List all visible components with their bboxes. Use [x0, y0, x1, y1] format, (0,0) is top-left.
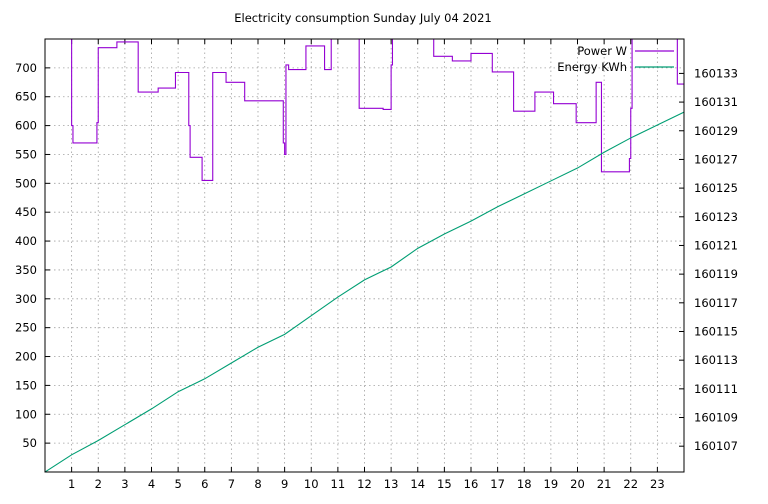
- y-right-tick-label: 160125: [694, 181, 738, 195]
- y-right-tick-label: 160117: [694, 296, 738, 310]
- y-left-tick-label: 450: [15, 205, 37, 219]
- x-tick-label: 12: [357, 477, 372, 491]
- x-tick-label: 2: [95, 477, 102, 491]
- x-tick-label: 10: [304, 477, 319, 491]
- y-left-tick-label: 150: [15, 378, 37, 392]
- series-line-1: [45, 111, 684, 472]
- x-tick-label: 22: [623, 477, 638, 491]
- y-right-tick-label: 160127: [694, 152, 738, 166]
- legend-label-1: Energy KWh: [557, 60, 627, 74]
- y-right-tick-label: 160133: [694, 66, 738, 80]
- tick-layer: 1 2 3 4 5 6 7 8 9 10 11 12 13 14 15 16 17 18 19 20 21 22 23501…: [15, 39, 738, 491]
- plot-border: [44, 38, 685, 473]
- y-right-tick-label: 160131: [694, 95, 738, 109]
- x-tick-label: 21: [597, 477, 612, 491]
- x-tick-label: 9: [281, 477, 288, 491]
- y-left-tick-label: 200: [15, 350, 37, 364]
- x-tick-label: 13: [384, 477, 399, 491]
- x-tick-label: 4: [148, 477, 155, 491]
- y-right-tick-label: 160123: [694, 210, 738, 224]
- x-tick-label: 20: [570, 477, 585, 491]
- y-left-tick-label: 700: [15, 61, 37, 75]
- y-right-tick-label: 160113: [694, 353, 738, 367]
- x-tick-label: 11: [331, 477, 346, 491]
- grid-layer: [45, 39, 684, 472]
- y-right-tick-label: 160107: [694, 439, 738, 453]
- x-tick-label: 1: [68, 477, 75, 491]
- y-right-tick-label: 160129: [694, 124, 738, 138]
- x-tick-label: 18: [517, 477, 532, 491]
- legend: Power W Energy KWh: [557, 44, 674, 74]
- y-right-tick-label: 160109: [694, 411, 738, 425]
- series-line-0: [71, 39, 684, 181]
- x-tick-label: 3: [121, 477, 128, 491]
- y-left-tick-label: 600: [15, 119, 37, 133]
- x-tick-label: 17: [490, 477, 505, 491]
- y-left-tick-label: 100: [15, 407, 37, 421]
- x-tick-label: 8: [254, 477, 261, 491]
- y-left-tick-label: 300: [15, 292, 37, 306]
- y-left-tick-label: 550: [15, 147, 37, 161]
- x-tick-label: 16: [464, 477, 479, 491]
- x-tick-label: 19: [544, 477, 559, 491]
- y-left-tick-label: 250: [15, 321, 37, 335]
- y-right-tick-label: 160111: [694, 382, 738, 396]
- y-left-tick-label: 500: [15, 176, 37, 190]
- y-left-tick-label: 650: [15, 90, 37, 104]
- x-tick-label: 6: [201, 477, 208, 491]
- chart-title: Electricity consumption Sunday July 04 2…: [234, 11, 491, 25]
- x-tick-label: 14: [410, 477, 425, 491]
- x-tick-label: 23: [650, 477, 665, 491]
- x-tick-label: 7: [228, 477, 235, 491]
- y-right-tick-label: 160115: [694, 324, 738, 338]
- y-left-tick-label: 350: [15, 263, 37, 277]
- series-layer: [45, 39, 684, 472]
- legend-label-0: Power W: [577, 44, 627, 58]
- y-left-tick-label: 50: [22, 436, 37, 450]
- y-right-tick-label: 160121: [694, 238, 738, 252]
- x-tick-label: 15: [437, 477, 452, 491]
- x-tick-label: 5: [174, 477, 181, 491]
- y-left-tick-label: 400: [15, 234, 37, 248]
- y-right-tick-label: 160119: [694, 267, 738, 281]
